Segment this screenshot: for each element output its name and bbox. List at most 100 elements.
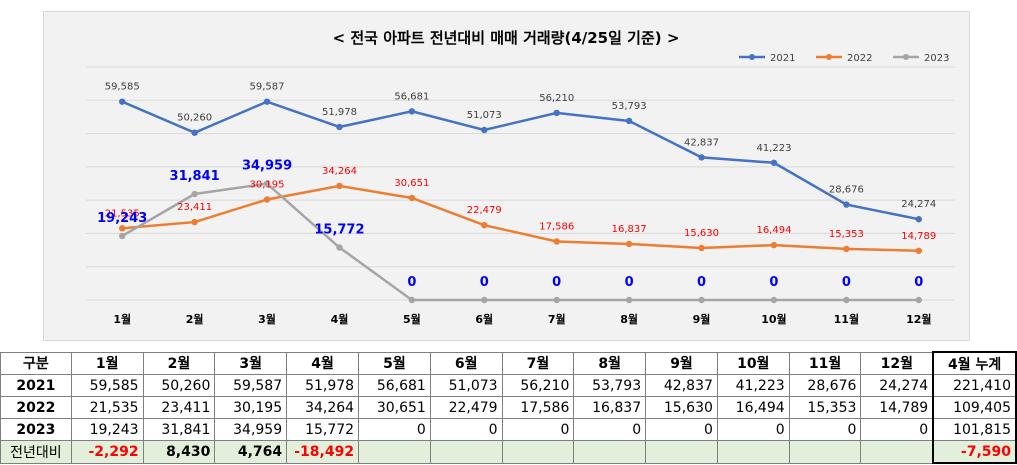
- data-point-2023: [263, 180, 271, 187]
- row-header: 2023: [0, 418, 72, 441]
- data-label-2023: 0: [552, 275, 561, 290]
- table-cell: 0: [501, 418, 575, 441]
- table-cell: 59,585: [70, 374, 144, 397]
- data-label-2021: 56,210: [539, 93, 574, 104]
- table-cell: 34,959: [214, 418, 288, 441]
- table-cell: 17,586: [501, 396, 575, 419]
- column-header: 1월: [70, 351, 144, 375]
- series-line-2022: [122, 184, 919, 253]
- column-header: 4월: [286, 351, 360, 375]
- table-cell: 30,195: [214, 396, 288, 419]
- data-label-2021: 24,274: [901, 199, 936, 210]
- table-cell: 16,494: [716, 396, 790, 419]
- data-label-2022: 14,789: [901, 231, 936, 242]
- legend-label: 2022: [847, 53, 872, 64]
- x-tick-label: 10월: [761, 312, 786, 326]
- x-tick-label: 7월: [548, 312, 566, 326]
- x-tick-label: 1월: [113, 312, 131, 326]
- data-label-2023: 34,959: [242, 159, 292, 174]
- table-cell: 53,793: [573, 374, 647, 397]
- table-cell: 56,210: [501, 374, 575, 397]
- table-cell: [788, 440, 862, 464]
- data-point-2023: [843, 296, 850, 304]
- legend-label: 2023: [924, 53, 949, 64]
- data-label-2022: 34,264: [322, 166, 357, 177]
- data-label-2021: 50,260: [177, 113, 212, 124]
- table-cell: 15,353: [788, 396, 862, 419]
- table-cell: 23,411: [142, 396, 216, 419]
- chart-title: < 전국 아파트 전년대비 매매 거래량(4/25일 기준) >: [333, 29, 680, 47]
- data-label-2023: 0: [842, 275, 851, 290]
- table-cell: 109,405: [932, 396, 1017, 419]
- table-cell: 0: [716, 418, 790, 441]
- x-tick-label: 8월: [620, 312, 638, 326]
- data-point-2023: [119, 232, 126, 240]
- data-label-2023: 0: [697, 275, 706, 290]
- table-cell: 0: [358, 418, 431, 441]
- legend-label: 2021: [770, 53, 795, 64]
- table-cell: 101,815: [932, 418, 1017, 441]
- table-cell: 34,264: [286, 396, 360, 419]
- column-header: 11월: [788, 351, 862, 375]
- x-tick-label: 6월: [475, 312, 493, 326]
- data-label-2021: 41,223: [756, 143, 791, 154]
- table-cell: [358, 440, 431, 464]
- data-label-2021: 59,587: [250, 82, 285, 93]
- data-point-2022: [481, 221, 488, 229]
- data-point-2023: [625, 296, 633, 304]
- chart-panel: < 전국 아파트 전년대비 매매 거래량(4/25일 기준) > 1월 2월 3월 4월…: [43, 11, 970, 341]
- series-line-2023: [121, 182, 919, 302]
- data-label-2022: 22,479: [467, 205, 502, 216]
- table-cell: 0: [860, 418, 934, 441]
- table-cell: [573, 440, 647, 464]
- column-header: 5월: [358, 351, 431, 375]
- data-label-2022: 16,494: [756, 225, 791, 236]
- x-tick-label: 3월: [258, 312, 276, 326]
- data-label-2022: 30,651: [394, 178, 429, 189]
- data-point-2022: [770, 241, 778, 249]
- data-point-2021: [119, 98, 126, 105]
- table-cell: [501, 440, 575, 464]
- table-cell: [860, 440, 934, 464]
- table-header-row: 구분 1월 2월 3월 4월 5월 6월 7월 8월 9월 10월 11월 12월 4월 누계: [0, 351, 1017, 375]
- table-cell: [716, 440, 790, 464]
- legend-marker: [749, 54, 755, 60]
- table-cell: 0: [645, 418, 718, 441]
- data-label-2023: 0: [914, 275, 923, 290]
- table-cell: 31,841: [142, 418, 216, 441]
- data-label-2023: 31,841: [170, 169, 220, 184]
- data-label-2021: 42,837: [684, 137, 719, 148]
- data-point-2023: [191, 190, 198, 198]
- x-tick-label: 12월: [906, 312, 931, 326]
- table-cell: 8,430: [142, 440, 216, 464]
- data-point-2023: [770, 296, 778, 304]
- table-cell: 50,260: [142, 374, 216, 397]
- column-header: 12월: [860, 351, 934, 375]
- series-line-2021: [121, 100, 920, 221]
- data-point-2022: [698, 244, 705, 252]
- table-cell: 59,587: [214, 374, 288, 397]
- data-label-2023: 15,772: [314, 223, 364, 238]
- column-header: 2월: [142, 351, 216, 375]
- data-point-2023: [481, 296, 488, 304]
- data-label-2022: 17,586: [539, 221, 574, 232]
- table-cell: 28,676: [788, 374, 862, 397]
- data-label-2023: 0: [407, 275, 416, 290]
- data-point-2021: [915, 216, 922, 223]
- column-header: 8월: [573, 351, 647, 375]
- data-point-2023: [698, 296, 705, 304]
- column-header: 9월: [645, 351, 718, 375]
- table-cell: [645, 440, 718, 464]
- data-label-2022: 30,195: [250, 179, 285, 190]
- table-cell: 14,789: [860, 396, 934, 419]
- data-table: 구분 1월 2월 3월 4월 5월 6월 7월 8월 9월 10월 11월 12월 4월 누계 2021 5…: [0, 351, 1017, 464]
- x-tick-label: 4월: [331, 312, 349, 326]
- table-cell: 30,651: [358, 396, 431, 419]
- data-label-2021: 53,793: [612, 101, 647, 112]
- table-cell: -2,292: [70, 440, 144, 464]
- column-header: 3월: [214, 351, 288, 375]
- table-cell: 21,535: [70, 396, 144, 419]
- data-point-2022: [915, 247, 922, 254]
- data-point-2023: [915, 296, 922, 304]
- line-chart: < 전국 아파트 전년대비 매매 거래량(4/25일 기준) > 1월 2월 3월 4월…: [86, 29, 955, 326]
